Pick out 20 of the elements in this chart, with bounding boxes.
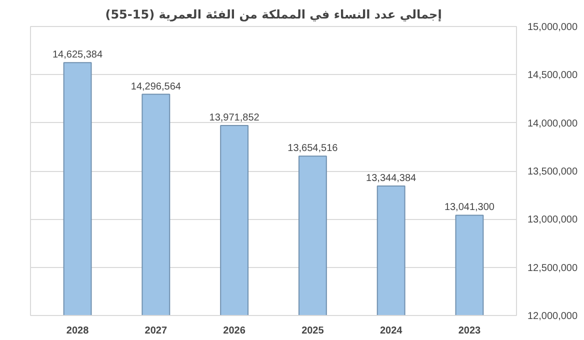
- y-tick-label: 15,000,000: [528, 22, 578, 33]
- data-label: 14,296,564: [130, 81, 182, 92]
- chart-title: إجمالي عدد النساء في المملكة من الفئة العمرية (15-55): [105, 8, 442, 22]
- y-tick-label: 14,000,000: [528, 118, 578, 130]
- x-tick-label: 2023: [458, 326, 482, 336]
- x-tick-label: 2026: [223, 326, 246, 336]
- y-tick-label: 14,500,000: [528, 70, 578, 82]
- data-label: 13,344,384: [366, 172, 417, 184]
- data-label: 13,971,852: [209, 112, 260, 124]
- x-tick-label: 2024: [380, 326, 403, 336]
- x-tick-label: 2027: [144, 326, 168, 336]
- data-label: 13,654,516: [288, 143, 338, 154]
- data-label: 13,041,300: [444, 202, 495, 214]
- y-tick-label: 12,000,000: [528, 311, 578, 322]
- data-label: 14,625,384: [52, 50, 103, 61]
- y-tick-label: 12,500,000: [528, 262, 578, 274]
- y-tick-label: 13,500,000: [528, 166, 578, 178]
- x-tick-label: 2025: [302, 326, 324, 336]
- x-tick-label: 2028: [66, 326, 90, 336]
- y-tick-label: 13,000,000: [528, 214, 578, 226]
